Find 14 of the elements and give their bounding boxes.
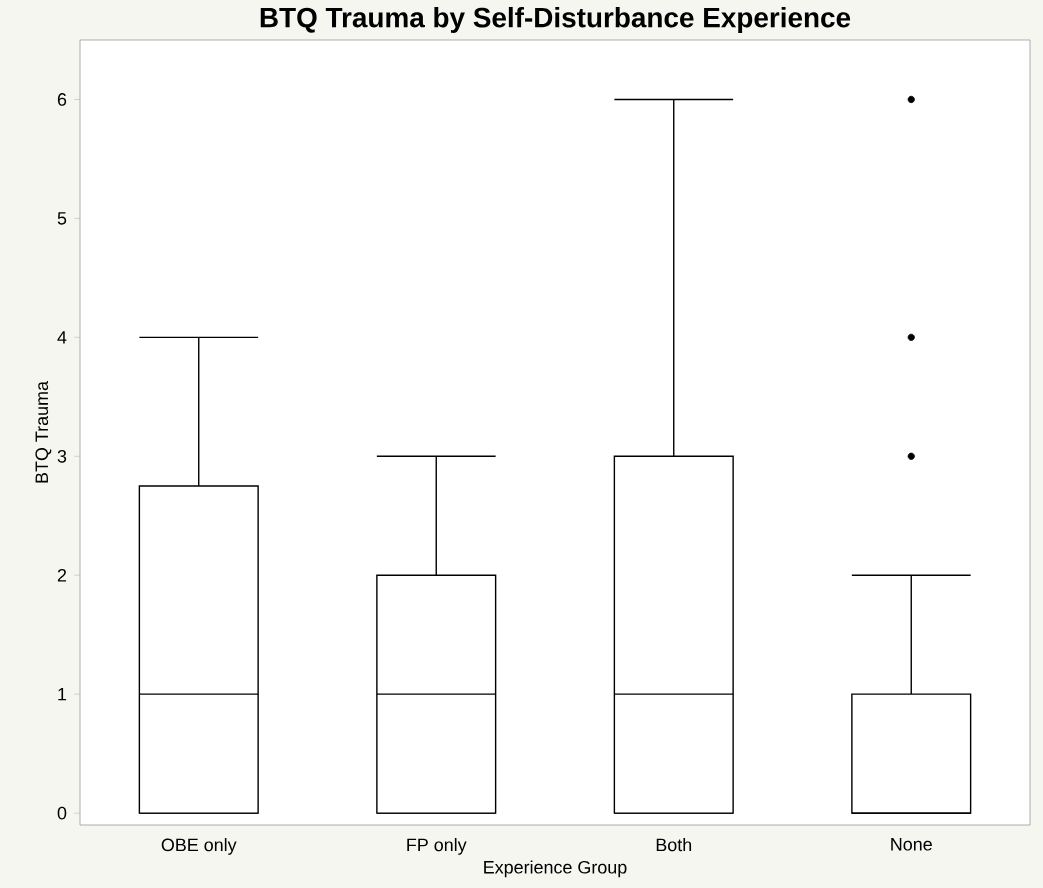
y-tick-label: 3 [57,449,67,463]
y-axis-title: BTQ Trauma [35,381,52,483]
x-axis-title: Experience Group [484,860,627,878]
x-tick-label: Both [656,838,692,852]
x-tick-label: FP only [407,838,467,855]
y-tick-label: 0 [57,806,67,820]
y-tick-label: 4 [57,331,67,344]
x-tick-label: OBE only [161,838,237,855]
y-tick-label: 6 [57,93,67,106]
chart-title: BTQ Trauma by Self-Disturbance Experience [260,6,851,33]
y-tick-label: 2 [57,568,67,582]
x-tick-label: None [891,838,932,851]
y-tick-label: 1 [58,687,67,701]
y-tick-label: 5 [57,212,67,225]
